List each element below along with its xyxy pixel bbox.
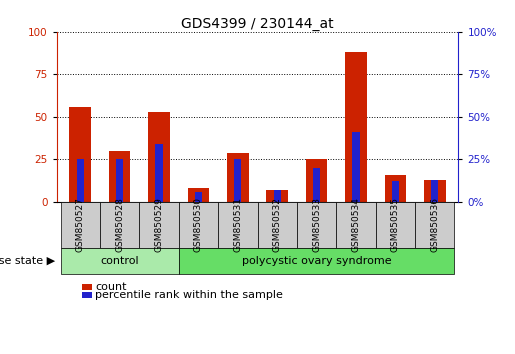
Bar bbox=[392, 181, 399, 202]
Text: GSM850534: GSM850534 bbox=[351, 197, 360, 252]
Bar bbox=[266, 190, 288, 202]
Text: GSM850529: GSM850529 bbox=[154, 197, 164, 252]
Bar bbox=[148, 112, 170, 202]
Text: GSM850531: GSM850531 bbox=[233, 197, 243, 252]
Text: GSM850533: GSM850533 bbox=[312, 197, 321, 252]
Bar bbox=[156, 144, 163, 202]
Text: GSM850535: GSM850535 bbox=[391, 197, 400, 252]
Bar bbox=[109, 151, 130, 202]
Bar bbox=[227, 153, 249, 202]
Bar bbox=[70, 107, 91, 202]
Text: percentile rank within the sample: percentile rank within the sample bbox=[95, 290, 283, 300]
Bar bbox=[195, 192, 202, 202]
Text: polycystic ovary syndrome: polycystic ovary syndrome bbox=[242, 256, 391, 266]
Text: GSM850528: GSM850528 bbox=[115, 197, 124, 252]
Text: disease state ▶: disease state ▶ bbox=[0, 256, 56, 266]
Bar bbox=[306, 159, 328, 202]
Text: GSM850527: GSM850527 bbox=[76, 197, 85, 252]
Bar bbox=[77, 159, 84, 202]
Text: GSM850532: GSM850532 bbox=[272, 197, 282, 252]
Text: GSM850536: GSM850536 bbox=[430, 197, 439, 252]
Bar bbox=[352, 132, 359, 202]
Bar bbox=[385, 175, 406, 202]
Title: GDS4399 / 230144_at: GDS4399 / 230144_at bbox=[181, 17, 334, 31]
Bar bbox=[187, 188, 209, 202]
Bar bbox=[431, 180, 438, 202]
Bar bbox=[116, 159, 123, 202]
Bar bbox=[313, 168, 320, 202]
Bar bbox=[345, 52, 367, 202]
Bar bbox=[273, 190, 281, 202]
Bar bbox=[234, 159, 242, 202]
Text: control: control bbox=[100, 256, 139, 266]
Text: GSM850530: GSM850530 bbox=[194, 197, 203, 252]
Text: count: count bbox=[95, 282, 127, 292]
Bar bbox=[424, 180, 445, 202]
